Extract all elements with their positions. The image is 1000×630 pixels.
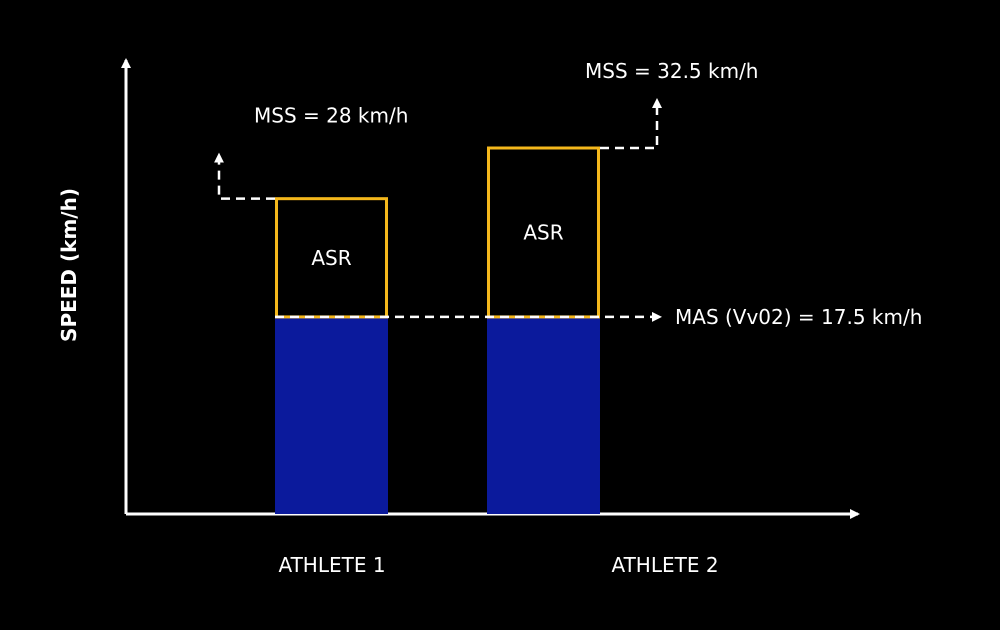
mss-label-1: MSS = 28 km/h — [254, 104, 408, 128]
asr-label-2: ASR — [523, 220, 563, 244]
mas-bar-1 — [275, 316, 388, 514]
asr-segment-1 — [275, 197, 388, 319]
mas-bar-2 — [487, 316, 600, 514]
asr-label-1: ASR — [311, 246, 351, 270]
mss-callout-line-2 — [600, 98, 662, 150]
y-axis-label: SPEED (km/h) — [57, 188, 81, 342]
mss-label-2: MSS = 32.5 km/h — [585, 59, 759, 83]
mss-callout-line-1 — [214, 152, 275, 200]
mas-label: MAS (Vv02) = 17.5 km/h — [675, 305, 922, 329]
category-label-1: ATHLETE 1 — [278, 553, 385, 577]
category-label-2: ATHLETE 2 — [611, 553, 718, 577]
asr-segment-2 — [487, 146, 600, 319]
